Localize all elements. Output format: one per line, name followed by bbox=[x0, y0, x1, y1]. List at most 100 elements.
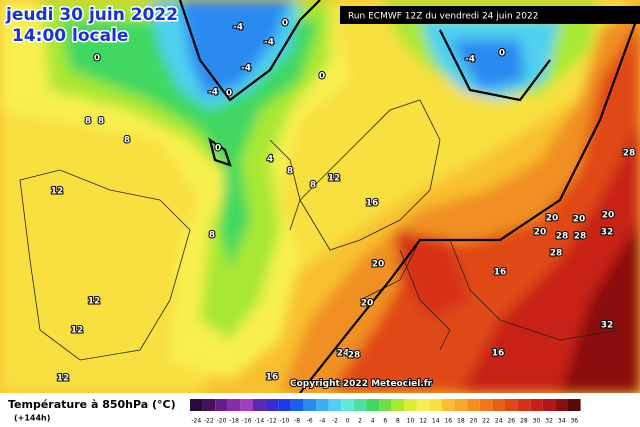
contour-label: 0 bbox=[282, 19, 288, 29]
contour-label: 8 bbox=[85, 117, 91, 127]
contour-label: 0 bbox=[226, 89, 232, 99]
scale-tick-label: 22 bbox=[482, 418, 490, 425]
contour-label: -4 bbox=[233, 23, 243, 33]
contour-label: 8 bbox=[310, 181, 316, 191]
color-swatch bbox=[492, 399, 505, 411]
scale-tick-label: 4 bbox=[371, 418, 375, 425]
color-swatch bbox=[227, 399, 241, 411]
contour-label: 8 bbox=[98, 117, 104, 127]
contour-label: 0 bbox=[319, 72, 325, 82]
scale-tick-label: -4 bbox=[319, 418, 325, 425]
color-swatch bbox=[568, 399, 581, 411]
color-swatch bbox=[303, 399, 316, 411]
color-swatch bbox=[328, 399, 342, 411]
color-swatch bbox=[505, 399, 518, 411]
color-swatch bbox=[391, 399, 405, 411]
color-swatch bbox=[278, 399, 291, 411]
color-swatch bbox=[290, 399, 304, 411]
scale-tick-label: 16 bbox=[444, 418, 452, 425]
contour-label: 8 bbox=[209, 231, 215, 241]
color-swatch bbox=[379, 399, 392, 411]
contour-label: 28 bbox=[556, 232, 569, 242]
contour-label: -4 bbox=[264, 38, 274, 48]
scale-tick-label: 36 bbox=[570, 418, 578, 425]
contour-label: 12 bbox=[71, 326, 84, 336]
legend-title: Température à 850hPa (°C) bbox=[8, 398, 176, 411]
color-swatch bbox=[467, 399, 480, 411]
color-swatch bbox=[416, 399, 430, 411]
scale-tick-label: 26 bbox=[507, 418, 515, 425]
contour-label: -4 bbox=[241, 64, 251, 74]
contour-label: 28 bbox=[574, 232, 587, 242]
contour-label: 32 bbox=[601, 228, 614, 238]
color-swatch bbox=[316, 399, 329, 411]
contour-label: 20 bbox=[534, 228, 547, 238]
color-swatch bbox=[454, 399, 468, 411]
contour-label: 20 bbox=[602, 211, 615, 221]
contour-label: 20 bbox=[573, 215, 586, 225]
run-info: Run ECMWF 12Z du vendredi 24 juin 2022 bbox=[348, 12, 538, 22]
contour-label: 12 bbox=[328, 174, 341, 184]
date-title: jeudi 30 juin 2022 bbox=[5, 5, 178, 25]
color-swatch bbox=[404, 399, 417, 411]
temperature-field bbox=[0, 0, 640, 393]
contour-label: -4 bbox=[465, 55, 475, 65]
color-swatch bbox=[429, 399, 442, 411]
scale-tick-label: -8 bbox=[294, 418, 300, 425]
scale-tick-label: -2 bbox=[332, 418, 338, 425]
scale-tick-label: 2 bbox=[358, 418, 362, 425]
scale-tick-label: 10 bbox=[407, 418, 415, 425]
contour-label: 16 bbox=[366, 199, 379, 209]
contour-label: 0 bbox=[499, 49, 505, 59]
color-swatch bbox=[215, 399, 228, 411]
scale-tick-label: 18 bbox=[457, 418, 465, 425]
contour-label: 20 bbox=[546, 214, 559, 224]
contour-label: 0 bbox=[94, 54, 100, 64]
color-swatch bbox=[190, 399, 203, 411]
contour-label: 16 bbox=[492, 349, 505, 359]
contour-label: 8 bbox=[124, 136, 130, 146]
color-swatch bbox=[479, 399, 493, 411]
contour-label: 28 bbox=[550, 249, 563, 259]
color-swatch bbox=[353, 399, 367, 411]
color-swatch bbox=[202, 399, 216, 411]
contour-label: 12 bbox=[51, 187, 64, 197]
contour-label: 32 bbox=[601, 321, 614, 331]
scale-tick-label: -14 bbox=[254, 418, 264, 425]
scale-tick-label: -10 bbox=[280, 418, 290, 425]
color-scale: -24 -22 -20 -18 -16 -14 -12 -10 -8 -6 -4 -2 0 2 4 6 8 10 1… bbox=[190, 399, 581, 425]
contour-label: 16 bbox=[266, 373, 279, 383]
scale-tick-label: 0 bbox=[346, 418, 350, 425]
contour-label: 20 bbox=[372, 260, 385, 270]
contour-label: 12 bbox=[57, 374, 70, 384]
color-swatch bbox=[240, 399, 253, 411]
contour-label: 16 bbox=[494, 268, 507, 278]
color-swatch bbox=[530, 399, 543, 411]
contour-label: 20 bbox=[361, 299, 374, 309]
scale-tick-label: -12 bbox=[267, 418, 277, 425]
isotherms bbox=[178, 0, 640, 393]
scale-tick-label: 32 bbox=[545, 418, 553, 425]
color-swatch bbox=[341, 399, 354, 411]
scale-tick-label: -16 bbox=[242, 418, 252, 425]
scale-tick-label: 20 bbox=[470, 418, 478, 425]
contour-label: 8 bbox=[287, 167, 293, 177]
color-swatch bbox=[265, 399, 279, 411]
copyright: Copyright 2022 Meteociel.fr bbox=[290, 379, 433, 389]
scale-tick-label: 12 bbox=[419, 418, 427, 425]
contour-label: 24 bbox=[337, 349, 350, 359]
scale-tick-label: -22 bbox=[204, 418, 214, 425]
scale-tick-label: 24 bbox=[495, 418, 503, 425]
contour-label: 12 bbox=[88, 297, 101, 307]
run-box bbox=[340, 6, 640, 24]
time-title: 14:00 locale bbox=[12, 26, 128, 46]
scale-tick-label: -6 bbox=[307, 418, 313, 425]
contour-label: 28 bbox=[348, 351, 361, 361]
scale-tick-label: -18 bbox=[229, 418, 239, 425]
scale-tick-label: 8 bbox=[396, 418, 400, 425]
scale-tick-label: -24 bbox=[191, 418, 201, 425]
contour-label: 28 bbox=[623, 149, 636, 159]
